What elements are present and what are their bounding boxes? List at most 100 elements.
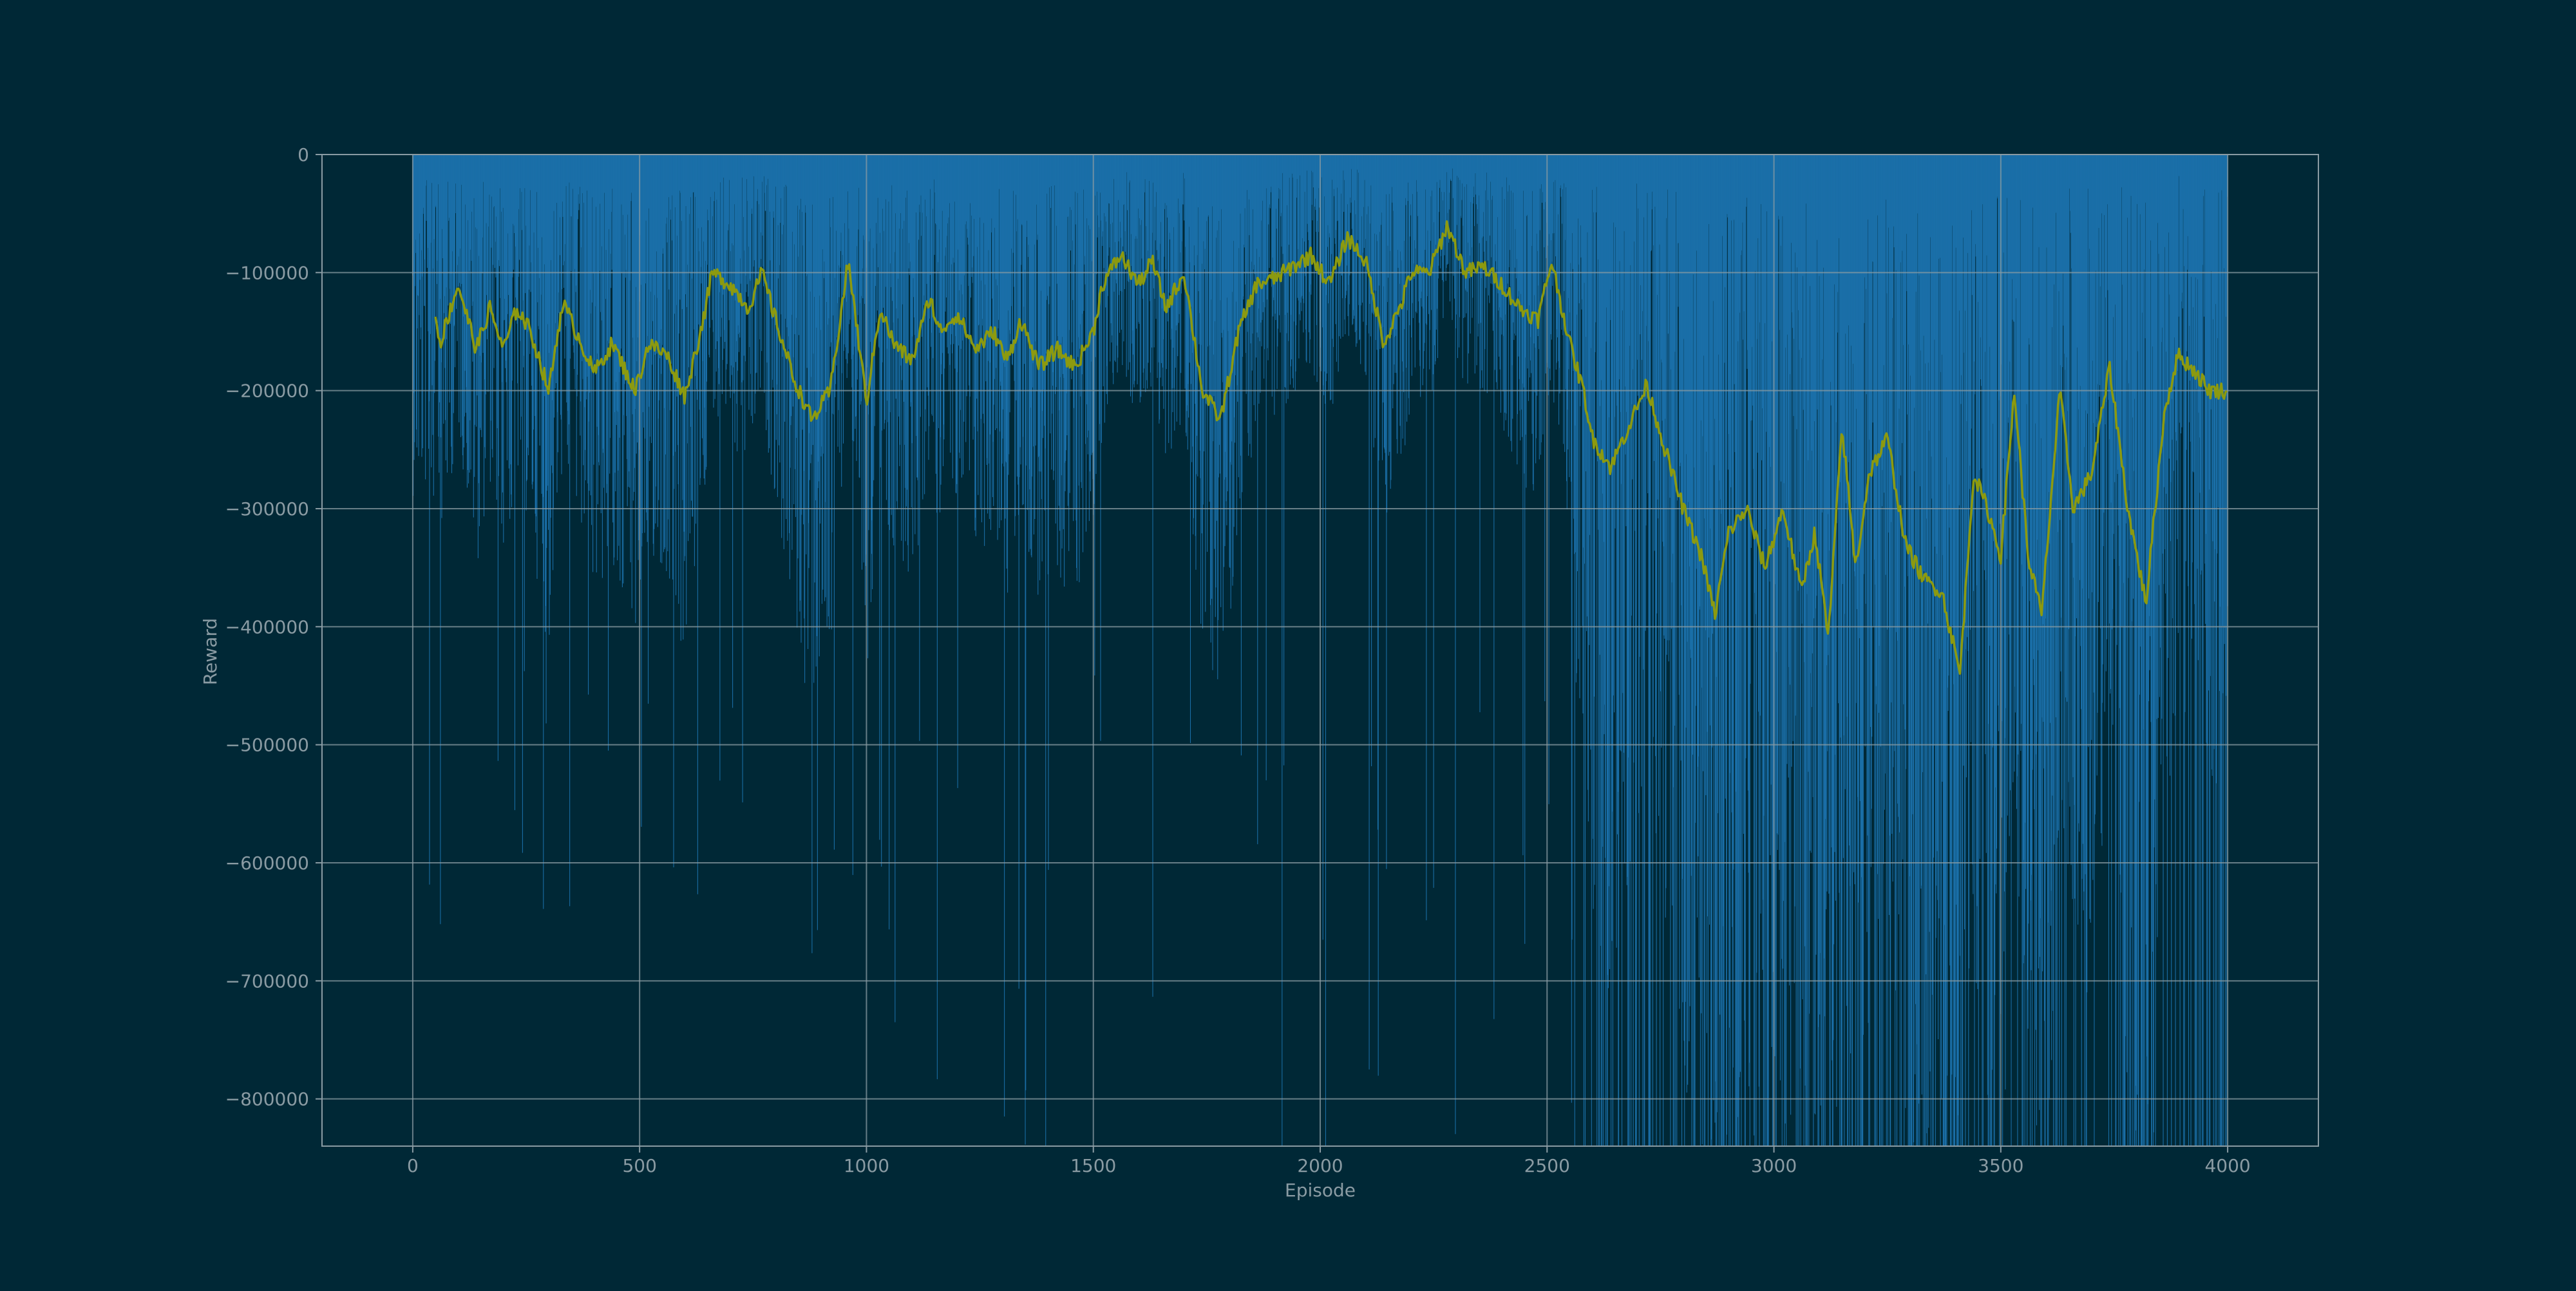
reward-bar bbox=[1323, 155, 1325, 395]
reward-bar bbox=[1904, 155, 1906, 730]
reward-bar bbox=[970, 155, 971, 203]
reward-bar bbox=[822, 155, 824, 590]
reward-bar bbox=[1009, 155, 1010, 330]
reward-bar bbox=[1567, 155, 1569, 298]
reward-bar bbox=[831, 155, 833, 532]
reward-bar bbox=[927, 155, 929, 359]
reward-bar bbox=[507, 155, 508, 314]
reward-bar bbox=[902, 155, 903, 305]
reward-bar bbox=[1045, 155, 1046, 449]
reward-bar bbox=[1286, 155, 1287, 334]
reward-bar bbox=[1535, 155, 1537, 438]
reward-bar bbox=[1982, 155, 1984, 1146]
reward-bar bbox=[1198, 155, 1200, 344]
reward-bar bbox=[616, 155, 617, 425]
reward-bar bbox=[2184, 155, 2186, 712]
reward-bar bbox=[640, 155, 641, 580]
reward-bar bbox=[1788, 155, 1790, 986]
reward-bar bbox=[1584, 155, 1586, 564]
reward-bar bbox=[1435, 155, 1437, 245]
y-tick-label: −100000 bbox=[225, 262, 309, 283]
reward-bar bbox=[950, 155, 951, 453]
reward-bar bbox=[770, 155, 772, 475]
reward-bar bbox=[1555, 155, 1557, 257]
reward-bar bbox=[689, 155, 690, 214]
reward-bar bbox=[1533, 155, 1535, 344]
reward-bar bbox=[867, 155, 869, 659]
reward-bar bbox=[538, 155, 540, 278]
reward-bar bbox=[1066, 155, 1068, 436]
reward-bar bbox=[2133, 155, 2134, 599]
reward-bar bbox=[636, 155, 638, 361]
reward-bar bbox=[529, 155, 531, 191]
reward-bar bbox=[2195, 155, 2197, 1146]
reward-bar bbox=[2083, 155, 2085, 448]
reward-bar bbox=[710, 155, 711, 197]
reward-bar bbox=[1752, 155, 1754, 529]
reward-bar bbox=[1390, 155, 1391, 489]
reward-bar bbox=[1082, 155, 1083, 314]
reward-bar bbox=[2119, 155, 2120, 708]
reward-bar bbox=[1336, 155, 1338, 221]
reward-bar bbox=[1151, 155, 1153, 348]
reward-bar bbox=[1490, 155, 1491, 182]
reward-bar bbox=[1971, 155, 1973, 296]
reward-bar bbox=[2066, 155, 2067, 357]
reward-bar bbox=[1319, 155, 1320, 208]
reward-bar bbox=[730, 155, 732, 252]
reward-bar bbox=[1520, 155, 1522, 308]
reward-bar bbox=[1921, 155, 1922, 886]
reward-bar bbox=[1321, 155, 1323, 262]
reward-bar bbox=[799, 155, 800, 612]
reward-bar bbox=[553, 155, 554, 509]
reward-bar bbox=[1500, 155, 1501, 317]
reward-bar bbox=[999, 155, 1001, 382]
reward-bar bbox=[1777, 155, 1779, 835]
reward-bar bbox=[2103, 155, 2105, 513]
reward-bar bbox=[670, 155, 672, 364]
reward-bar bbox=[748, 155, 750, 410]
reward-bar bbox=[1618, 155, 1620, 380]
reward-bar bbox=[1382, 155, 1383, 460]
reward-bar bbox=[1175, 155, 1176, 368]
reward-bar bbox=[1828, 155, 1830, 894]
reward-bar bbox=[1187, 155, 1188, 406]
reward-bar bbox=[817, 155, 818, 930]
reward-bar bbox=[1933, 155, 1935, 858]
reward-bar bbox=[859, 155, 860, 478]
reward-bar bbox=[1075, 155, 1076, 225]
reward-bar bbox=[672, 155, 674, 456]
reward-bar bbox=[2204, 155, 2205, 190]
reward-bar bbox=[1636, 155, 1638, 360]
reward-bar bbox=[775, 155, 777, 440]
reward-bar bbox=[1511, 155, 1513, 366]
reward-bar bbox=[699, 155, 700, 410]
reward-bar bbox=[445, 155, 446, 420]
reward-bar bbox=[531, 155, 533, 485]
reward-bar bbox=[1967, 155, 1968, 253]
reward-bar bbox=[1162, 155, 1164, 339]
reward-bar bbox=[1671, 155, 1672, 629]
reward-bar bbox=[2074, 155, 2076, 899]
reward-bar bbox=[1439, 155, 1440, 188]
reward-bar bbox=[1643, 155, 1645, 1146]
reward-bar bbox=[1580, 155, 1581, 226]
reward-bar bbox=[974, 155, 975, 427]
reward-bar bbox=[594, 155, 595, 361]
reward-bar bbox=[558, 155, 560, 323]
reward-bar bbox=[1334, 155, 1336, 238]
reward-bar bbox=[1421, 155, 1422, 292]
reward-bar bbox=[1873, 155, 1875, 560]
reward-bar bbox=[2090, 155, 2091, 923]
reward-bar bbox=[675, 155, 676, 452]
reward-bar bbox=[1168, 155, 1170, 293]
reward-bar bbox=[1747, 155, 1748, 350]
reward-bar bbox=[1793, 155, 1794, 417]
reward-bar bbox=[1687, 155, 1689, 1085]
reward-bar bbox=[2070, 155, 2071, 233]
reward-bar bbox=[963, 155, 964, 322]
reward-bar bbox=[572, 155, 573, 315]
reward-bar bbox=[1153, 155, 1154, 288]
reward-bar bbox=[1267, 155, 1268, 348]
reward-bar bbox=[1578, 155, 1580, 265]
